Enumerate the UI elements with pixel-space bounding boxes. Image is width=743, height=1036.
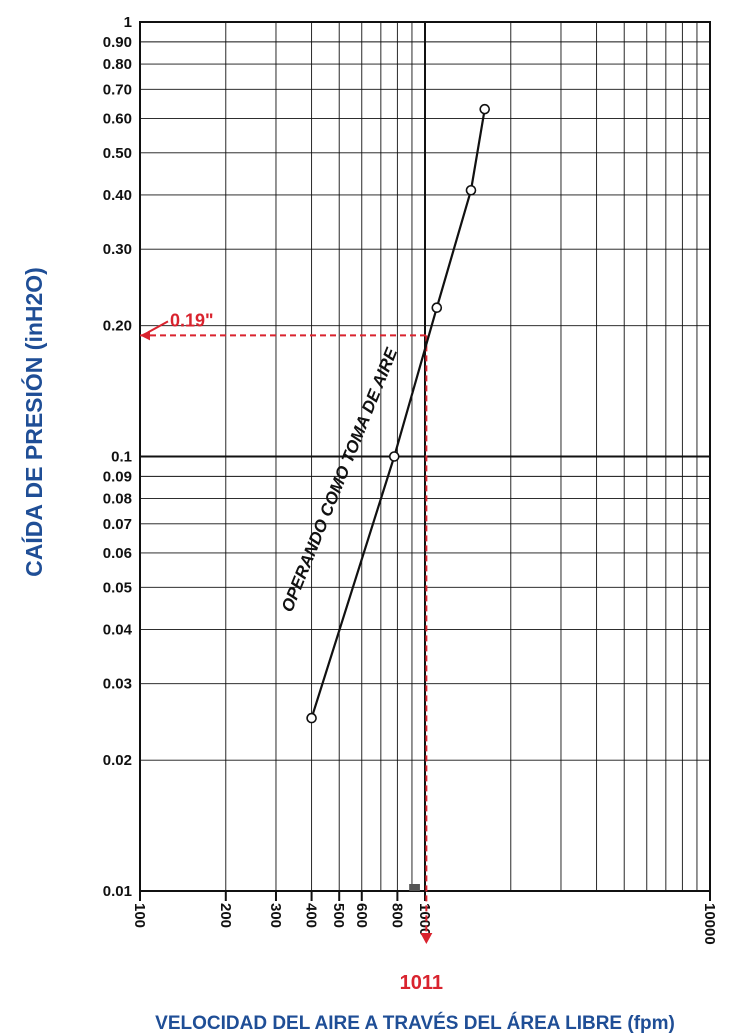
y-tick-label: 0.20: [103, 318, 132, 335]
annotation-y-value: 0.19": [170, 310, 214, 330]
x-tick-label: 1000: [416, 903, 433, 936]
y-tick-label: 0.01: [103, 883, 132, 900]
grid: [139, 21, 711, 901]
arrowhead-y: [140, 330, 150, 341]
y-tick-label: 0.1: [111, 449, 132, 466]
axis-marker: [409, 884, 420, 891]
data-point: [388, 451, 400, 462]
x-tick-label: 200: [217, 903, 234, 928]
y-tick-label: 0.08: [103, 491, 132, 508]
data-point: [431, 302, 443, 314]
x-tick-label: 100: [131, 903, 148, 928]
y-tick-label: 0.80: [103, 56, 132, 73]
series-line: [310, 109, 486, 719]
y-tick-label: 0.09: [103, 468, 132, 485]
annotations: 0.19" 1011: [140, 310, 443, 994]
y-tick-label: 0.40: [103, 187, 132, 204]
y-tick-label: 0.03: [103, 676, 132, 693]
y-tick-label: 0.04: [103, 621, 133, 638]
data-point: [306, 712, 317, 724]
x-tick-label: 800: [388, 903, 405, 928]
x-axis-title: VELOCIDAD DEL AIRE A TRAVÉS DEL ÁREA LIB…: [155, 1012, 675, 1034]
y-tick-label: 0.90: [103, 34, 132, 51]
y-tick-label: 0.06: [103, 545, 132, 562]
x-tick-label: 500: [330, 903, 347, 928]
y-tick-label: 1: [124, 14, 132, 31]
y-tick-label: 0.30: [103, 241, 132, 258]
x-tick-label: 10000: [701, 903, 718, 945]
y-tick-label: 0.02: [103, 752, 132, 769]
y-tick-label: 0.60: [103, 110, 132, 127]
callout-leader: [147, 320, 169, 334]
data-point: [479, 103, 491, 115]
series: [306, 103, 491, 724]
y-tick-labels: 1 0.90 0.80 0.70 0.60 0.50 0.40 0.30 0.20 0.1 0.09…: [103, 14, 133, 900]
x-tick-label: 300: [267, 903, 284, 928]
y-axis-title: CAÍDA DE PRESIÓN (inH2O): [20, 267, 47, 577]
y-tick-label: 0.07: [103, 516, 132, 533]
y-tick-label: 0.50: [103, 145, 132, 162]
x-tick-label: 400: [303, 903, 320, 928]
x-tick-labels: 100 200 300 400 500 600 800 1000 10000: [131, 903, 718, 945]
y-tick-label: 0.70: [103, 81, 132, 98]
arrowhead-x: [420, 933, 433, 944]
x-tick-label: 600: [353, 903, 370, 928]
annotation-x-value: 1011: [400, 972, 443, 994]
y-tick-label: 0.05: [103, 579, 132, 596]
data-point: [465, 184, 477, 196]
